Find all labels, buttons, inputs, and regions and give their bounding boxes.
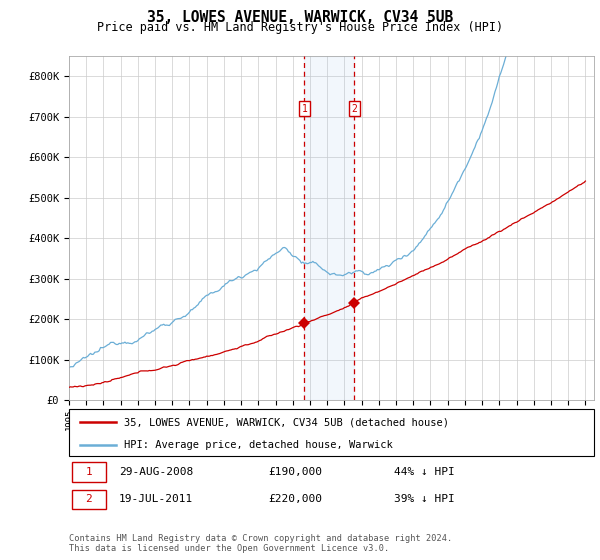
- Bar: [71, 463, 106, 482]
- Text: 2: 2: [352, 104, 358, 114]
- Text: 35, LOWES AVENUE, WARWICK, CV34 5UB: 35, LOWES AVENUE, WARWICK, CV34 5UB: [147, 10, 453, 25]
- Bar: [71, 489, 106, 509]
- Text: £220,000: £220,000: [269, 494, 323, 505]
- Text: Price paid vs. HM Land Registry's House Price Index (HPI): Price paid vs. HM Land Registry's House …: [97, 21, 503, 34]
- Text: HPI: Average price, detached house, Warwick: HPI: Average price, detached house, Warw…: [124, 440, 393, 450]
- Text: 1: 1: [86, 467, 92, 477]
- Text: 2: 2: [86, 494, 92, 505]
- Text: 29-AUG-2008: 29-AUG-2008: [119, 467, 193, 477]
- Text: 19-JUL-2011: 19-JUL-2011: [119, 494, 193, 505]
- Text: 35, LOWES AVENUE, WARWICK, CV34 5UB (detached house): 35, LOWES AVENUE, WARWICK, CV34 5UB (det…: [124, 417, 449, 427]
- Text: 39% ↓ HPI: 39% ↓ HPI: [395, 494, 455, 505]
- Bar: [304, 56, 355, 400]
- Text: £190,000: £190,000: [269, 467, 323, 477]
- Text: 1: 1: [301, 104, 307, 114]
- Text: Contains HM Land Registry data © Crown copyright and database right 2024.
This d: Contains HM Land Registry data © Crown c…: [69, 534, 452, 553]
- Text: 44% ↓ HPI: 44% ↓ HPI: [395, 467, 455, 477]
